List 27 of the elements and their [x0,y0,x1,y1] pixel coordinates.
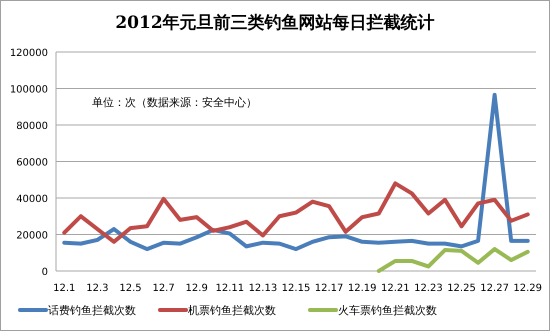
x-tick-label: 12.27 [480,283,509,294]
x-tick-label: 12.9 [186,283,208,294]
y-tick-label: 120000 [10,48,48,59]
x-tick-label: 12.29 [513,283,542,294]
legend-label: 话费钓鱼拦截次数 [48,304,136,317]
x-tick-label: 12.11 [215,283,244,294]
x-tick-label: 12.13 [248,283,278,294]
x-tick-label: 12.23 [414,283,443,294]
legend-label: 机票钓鱼拦截次数 [188,304,276,317]
legend-label: 火车票钓鱼拦截次数 [338,304,437,317]
x-tick-label: 12.1 [53,283,76,294]
y-tick-label: 40000 [16,194,48,205]
x-tick-label: 12.5 [119,283,142,294]
annotation: 单位：次（数据来源：安全中心） [92,96,257,109]
y-tick-label: 100000 [10,84,48,96]
x-tick-label: 12.3 [86,283,109,294]
y-tick-label: 0 [42,267,48,278]
y-tick-label: 60000 [16,158,48,168]
x-tick-label: 12.7 [152,283,175,294]
x-tick-label: 12.15 [282,283,310,294]
chart-title: 2012年元旦前三类钓鱼网站每日拦截统计 [115,13,435,33]
x-tick-label: 12.25 [447,283,476,294]
y-tick-label: 80000 [16,121,48,132]
x-tick-label: 12.21 [380,283,410,294]
y-tick-label: 20000 [16,230,48,242]
x-tick-label: 12.19 [348,283,377,294]
x-tick-label: 12.17 [314,283,344,294]
